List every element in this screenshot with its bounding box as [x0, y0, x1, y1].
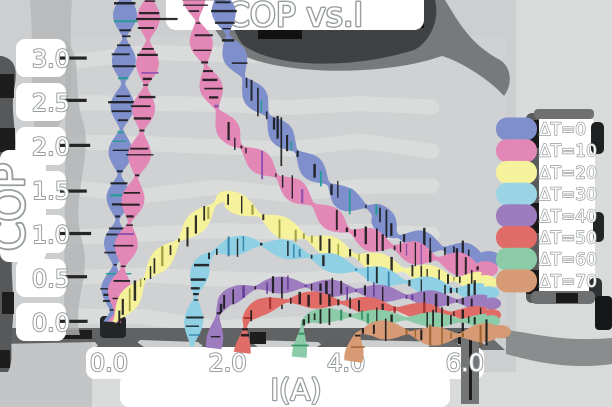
legend-label-dt-60: ΔT=60: [539, 250, 597, 270]
legend-swatch-dt-30: [496, 182, 537, 206]
legend-swatch-dt-40: [496, 204, 537, 228]
spine-tail: [506, 330, 612, 367]
spine-ink-blot: [0, 128, 15, 152]
spine-smudge: [64, 40, 86, 335]
spine-ink-blot: [250, 332, 266, 344]
legend-swatch-dt-10: [496, 139, 537, 163]
spine-sketch-hump: [92, 330, 148, 350]
x-tick-band: [86, 347, 484, 379]
x-tick-label: 2.0: [209, 349, 247, 377]
y-tick-mark: [60, 231, 92, 236]
legend-swatch-dt-60: [496, 247, 537, 271]
y-tick-box: [16, 259, 66, 297]
curve-end-cap: [482, 297, 502, 310]
legend-swatch-dt-50: [496, 226, 537, 249]
curve-band: [344, 320, 496, 363]
spine-sketch-hump: [479, 338, 505, 350]
curve-band: [206, 276, 488, 350]
y-axis-label: COP: [0, 163, 34, 251]
y-tick-mark: [60, 319, 88, 323]
legend-label-dt-20: ΔT=20: [539, 163, 597, 183]
legend-label-dt-30: ΔT=30: [539, 185, 597, 205]
legend-border-ink: [591, 122, 604, 154]
curve-band: [107, 0, 481, 323]
x-axis-label: I(A): [270, 373, 321, 407]
y-tick-mark: [60, 56, 87, 60]
y-tick-mark: [60, 143, 91, 147]
legend-border-ink: [593, 212, 604, 242]
chart-title: COP vs.I: [227, 0, 363, 34]
y-tick-mark: [60, 98, 87, 102]
legend-border-ink: [556, 293, 578, 303]
legend-border-ink: [595, 296, 612, 330]
y-tick-mark: [60, 275, 88, 279]
spine-ink-blot: [2, 292, 14, 314]
legend-swatch-dt-70: [496, 269, 537, 293]
legend-label-dt-40: ΔT=40: [539, 207, 597, 227]
y-tick-label: 2.5: [32, 89, 70, 117]
y-tick-box: [16, 83, 66, 121]
y-tick-label: 1.0: [32, 221, 70, 249]
ylabel-box: [0, 150, 46, 262]
curve-band: [291, 308, 487, 358]
legend-swatch-dt-0: [496, 117, 537, 141]
curve-dt-50: [233, 291, 502, 354]
y-tick-label: 0.5: [32, 265, 70, 293]
spine-ink-blot: [0, 74, 14, 98]
spine-ink-line: [469, 334, 472, 400]
legend-label-dt-10: ΔT=10: [539, 142, 597, 162]
legend-label-dt-50: ΔT=50: [539, 229, 597, 249]
xlabel-box: [120, 374, 450, 407]
legend-label-dt-70: ΔT=70: [539, 272, 597, 292]
x-tick-label: 0.0: [90, 349, 128, 377]
y-tick-mark: [60, 189, 87, 193]
curve-dt-60: [291, 307, 501, 358]
y-tick-label: 2.0: [32, 133, 70, 161]
y-tick-box: [16, 303, 66, 341]
x-tick-label: 6.0: [446, 349, 484, 377]
curve-end-cap: [489, 325, 511, 339]
curve-band: [112, 190, 482, 324]
y-tick-label: 0.0: [32, 309, 70, 337]
y-tick-label: 1.5: [32, 177, 70, 205]
legend-swatch-dt-20: [496, 160, 537, 184]
legend-label-dt-0: ΔT=0: [539, 120, 586, 140]
y-tick-label: 3.0: [32, 45, 70, 73]
legend-border: [534, 109, 594, 119]
legend-box: [535, 116, 595, 296]
spine-ink-blot: [0, 350, 10, 368]
title-ink-blot: [258, 30, 302, 39]
curve-dt-70: [344, 318, 511, 363]
y-tick-box: [16, 39, 66, 77]
